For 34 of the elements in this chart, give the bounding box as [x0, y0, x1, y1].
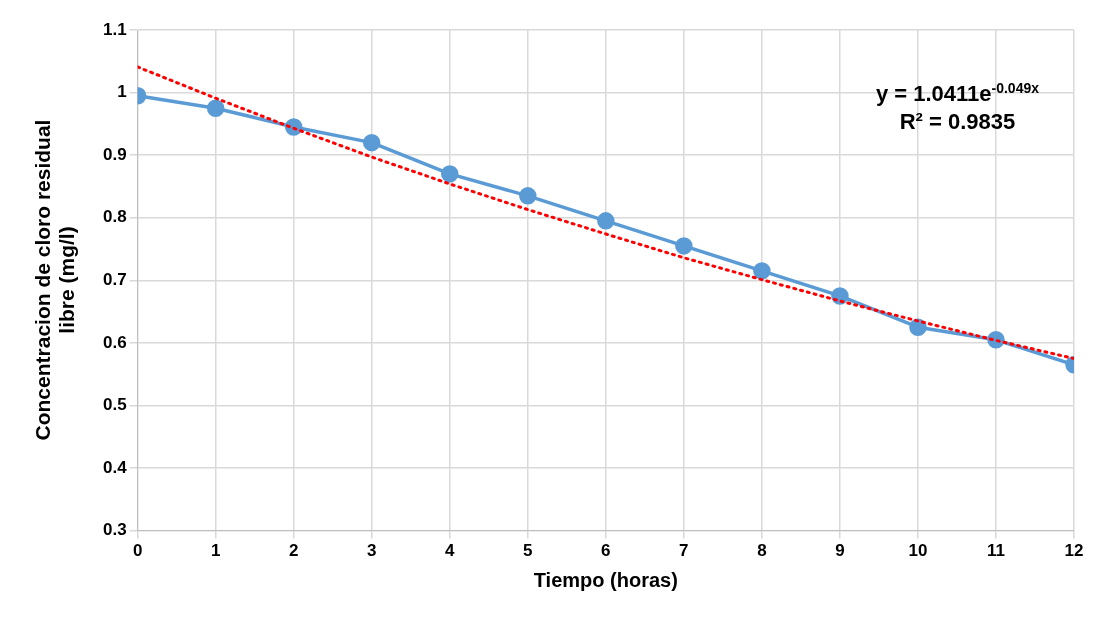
point [441, 165, 459, 183]
y-tick-label: 0.5 [102, 395, 127, 415]
point [909, 318, 927, 336]
x-tick-label: 3 [366, 541, 377, 561]
y-tick-label: 0.6 [102, 332, 127, 352]
point [675, 237, 693, 255]
point [597, 212, 615, 230]
x-tick-label: 4 [445, 541, 456, 561]
x-axis-title: Tiempo (horas) [533, 568, 678, 591]
x-tick-label: 0 [132, 541, 143, 561]
x-tick-label: 12 [1064, 541, 1084, 561]
x-tick-label: 10 [908, 541, 928, 561]
x-tick-label: 11 [986, 541, 1005, 561]
y-tick-label: 1 [117, 82, 127, 102]
y-axis-title: Concentracion de cloro residual libre (mg/l) [31, 118, 79, 443]
x-tick-label: 2 [288, 541, 299, 561]
point [206, 99, 225, 117]
x-tick-label: 5 [523, 541, 533, 561]
y-tick-label: 0.7 [102, 269, 127, 289]
y-tick-label: 0.4 [102, 457, 128, 477]
annotation: R² = 0.9835 [898, 108, 1017, 137]
point [753, 262, 771, 280]
y-tick-label: 1.1 [102, 19, 127, 39]
annotation: y = 1.0411e$^{-0.049x}$ [875, 79, 1039, 109]
y-tick-label: 0.3 [102, 520, 127, 540]
x-tick-label: 6 [601, 541, 611, 561]
y-tick-label: 0.9 [102, 144, 127, 164]
point [519, 187, 537, 205]
y-tick-label: 0.8 [102, 207, 127, 227]
x-tick-label: 7 [679, 541, 689, 561]
x-tick-label: 8 [757, 541, 767, 561]
x-tick-label: 9 [835, 541, 845, 561]
x-tick-label: 1 [210, 541, 221, 561]
point [362, 133, 381, 152]
